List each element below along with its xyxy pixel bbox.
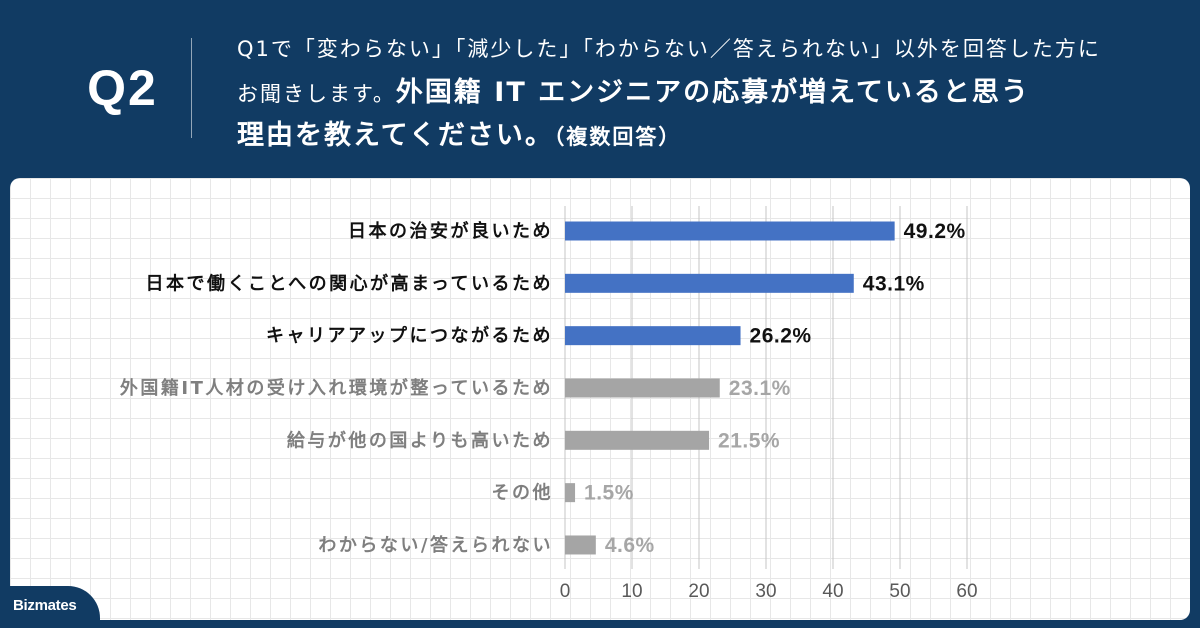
value-label-3: 26.2% <box>750 325 812 348</box>
x-tick-label-0: 0 <box>560 581 571 602</box>
header-divider <box>191 38 192 138</box>
question-line-3: 理由を教えてください。（複数回答） <box>237 114 1187 157</box>
x-tick-label-50: 50 <box>889 581 910 602</box>
value-label-5: 21.5% <box>718 429 780 452</box>
question-intro: お聞きします。 <box>237 82 396 106</box>
x-tick-label-30: 30 <box>755 581 776 602</box>
bar-2 <box>565 273 854 293</box>
bar-6 <box>565 483 576 503</box>
x-tick-label-40: 40 <box>822 581 843 602</box>
bar-1 <box>565 221 895 241</box>
bar-4 <box>565 378 720 398</box>
category-label-6: その他 <box>492 482 554 504</box>
question-main-part-2: 理由を教えてください。 <box>237 120 554 151</box>
bizmates-logo-text: Bizmates <box>13 597 77 614</box>
question-text: Q1で「変わらない」「減少した」「わからない／答えられない」以外を回答した方に … <box>237 28 1187 157</box>
value-label-1: 49.2% <box>904 220 966 243</box>
question-line-2: お聞きします。外国籍 IT エンジニアの応募が増えていると思う <box>237 71 1187 114</box>
bar-7 <box>565 535 596 555</box>
value-label-7: 4.6% <box>605 534 655 557</box>
x-tick-label-10: 10 <box>621 581 642 602</box>
category-label-3: キャリアアップにつながるため <box>266 325 553 347</box>
value-label-6: 1.5% <box>584 482 634 505</box>
question-number: Q2 <box>87 60 158 116</box>
question-main-part-1: 外国籍 IT エンジニアの応募が増えていると思う <box>395 77 1030 108</box>
x-tick-label-60: 60 <box>956 581 977 602</box>
chart-card <box>10 178 1190 620</box>
question-header: Q2 Q1で「変わらない」「減少した」「わからない／答えられない」以外を回答した… <box>0 0 1200 178</box>
question-line-1: Q1で「変わらない」「減少した」「わからない／答えられない」以外を回答した方に <box>237 28 1187 71</box>
x-tick-label-20: 20 <box>688 581 709 602</box>
category-label-5: 給与が他の国よりも高いため <box>287 429 553 451</box>
bizmates-logo: Bizmates <box>0 586 100 628</box>
bar-3 <box>565 326 741 346</box>
category-label-1: 日本の治安が良いため <box>348 220 553 242</box>
question-note: （複数回答） <box>553 125 682 149</box>
category-label-7: わからない/答えられない <box>318 534 553 556</box>
value-label-2: 43.1% <box>863 272 925 295</box>
bar-5 <box>565 430 710 450</box>
question-condition: Q1で「変わらない」「減少した」「わからない／答えられない」以外を回答した方に <box>237 37 1101 61</box>
category-label-4: 外国籍IT人材の受け入れ環境が整っているため <box>120 377 553 399</box>
category-label-2: 日本で働くことへの関心が高まっているため <box>146 272 553 294</box>
value-label-4: 23.1% <box>729 377 791 400</box>
